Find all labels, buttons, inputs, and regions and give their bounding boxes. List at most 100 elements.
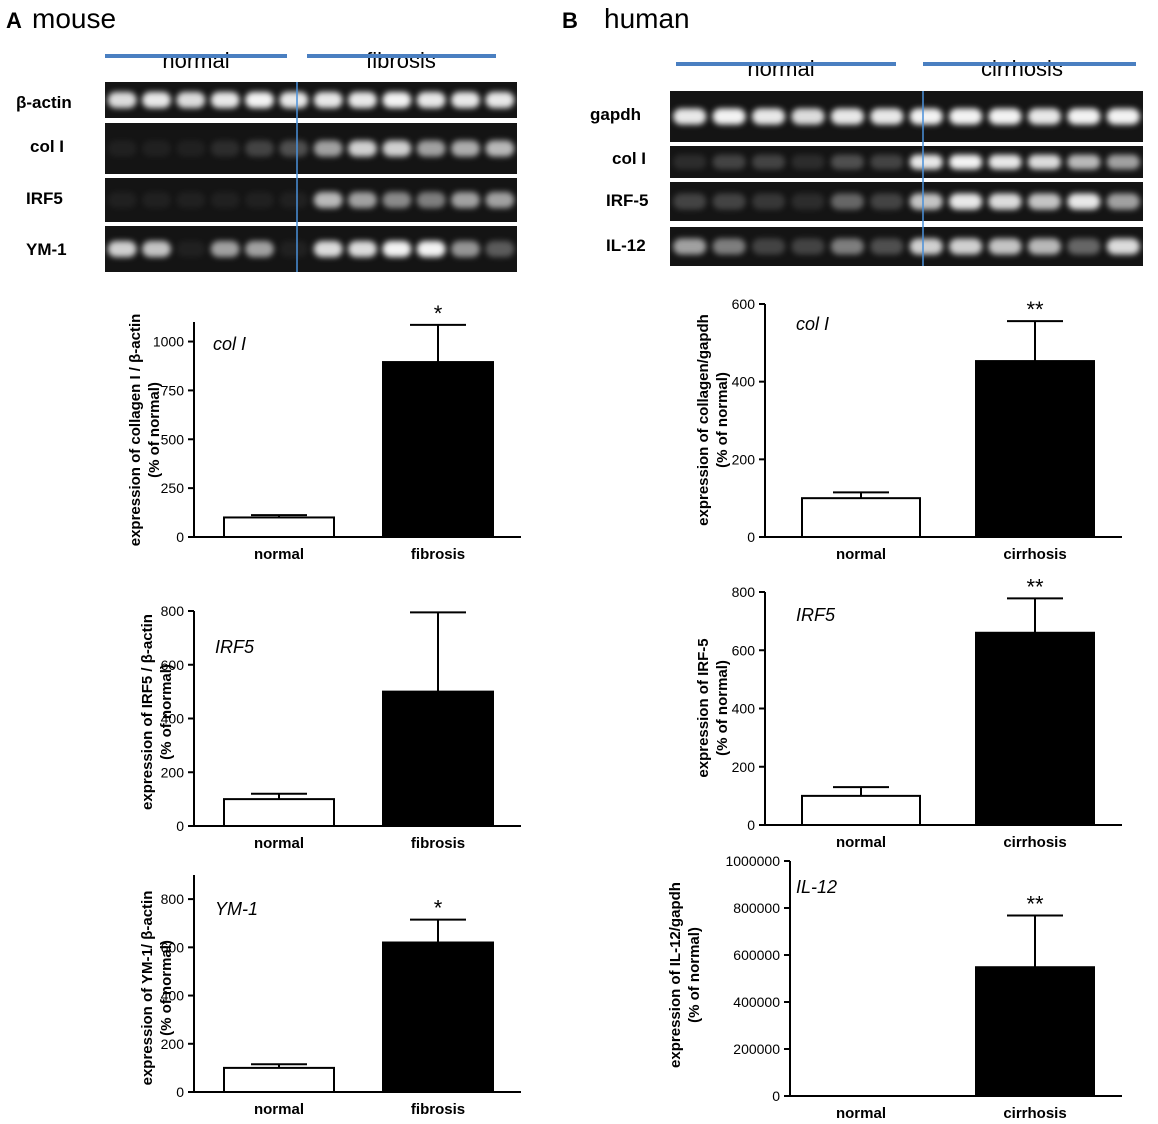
x-tick-label: cirrhosis	[1003, 1105, 1066, 1122]
blot-band	[830, 154, 864, 170]
blot-band	[416, 192, 446, 208]
y-tick-label: 200	[732, 759, 756, 775]
panel-b-letter: B	[562, 8, 578, 33]
y-tick-label: 400	[161, 711, 185, 727]
chart-annotation: YM-1	[215, 899, 258, 919]
blot-band	[107, 241, 137, 257]
bar	[223, 1066, 335, 1094]
blot-band	[830, 108, 864, 125]
blot-band	[673, 193, 707, 210]
blot-band	[176, 92, 206, 108]
y-axis-label: expression of IRF-5 (% of normal)	[695, 638, 731, 777]
bar	[223, 798, 335, 827]
blot-band	[870, 193, 904, 210]
blot-band	[673, 108, 707, 125]
blot-row-label: IL-12	[606, 236, 646, 255]
chart-annotation: IL-12	[796, 877, 837, 897]
blot-band	[751, 154, 786, 170]
x-tick-label: fibrosis	[411, 546, 465, 563]
y-tick-label: 0	[747, 529, 755, 545]
blot-band	[313, 241, 343, 257]
chart-human-col-i: 0 200 400 600 normal ** cirrhosis col I expressi…	[695, 296, 1122, 563]
x-tick-label: cirrhosis	[1003, 834, 1066, 851]
x-tick-label: normal	[254, 546, 304, 563]
y-tick-label: 400000	[733, 994, 780, 1010]
blot-band	[451, 140, 480, 157]
blot-band	[830, 193, 864, 210]
y-axis-label-line: (% of normal)	[686, 927, 703, 1023]
blot-band	[485, 192, 515, 208]
y-axis-label-line: (% of normal)	[714, 660, 731, 756]
blot-group-label: normal	[162, 48, 229, 73]
panel-a-letter: A	[6, 8, 22, 33]
panel-b-header: B human	[562, 3, 690, 34]
y-tick-label: 600	[161, 939, 185, 955]
blot-band	[751, 238, 786, 255]
blot-band	[712, 238, 746, 255]
y-tick-label: 200	[161, 764, 185, 780]
blot-band	[1106, 193, 1140, 210]
significance-marker: **	[1026, 574, 1044, 599]
y-axis-label-line: expression of collagen I / β-actin	[127, 314, 144, 547]
blot-row-label: col I	[612, 149, 646, 168]
y-axis-label-line: (% of normal)	[146, 382, 163, 478]
bar	[382, 941, 494, 1093]
blot-band	[1027, 154, 1062, 170]
blot-band	[176, 241, 206, 257]
x-tick-label: cirrhosis	[1003, 546, 1066, 563]
blot-strip	[670, 146, 1143, 178]
blot-band	[988, 154, 1022, 170]
y-axis-label-line: expression of IRF5 / β-actin	[139, 614, 156, 810]
x-tick-label: normal	[836, 546, 886, 563]
blot-band	[107, 92, 137, 108]
blot-band	[712, 193, 746, 210]
blot-band	[416, 241, 446, 257]
blot-strip	[670, 227, 1143, 266]
y-axis-label-line: expression of IRF-5	[695, 638, 712, 777]
blot-row-label: col I	[30, 137, 64, 156]
blot-band	[909, 193, 943, 210]
blot-mouse: normal fibrosis β-actin col I IRF5 YM-1	[16, 48, 517, 272]
blot-band	[870, 238, 904, 255]
y-tick-label: 400	[161, 988, 185, 1004]
blot-band	[1106, 238, 1140, 255]
blot-band	[791, 154, 825, 170]
blot-strip	[670, 91, 1143, 142]
y-axis-label: expression of IRF5 / β-actin (% of normal…	[139, 614, 175, 810]
blot-group-bar	[307, 54, 496, 58]
blot-band	[1106, 154, 1140, 170]
blot-band	[313, 192, 343, 208]
blot-band	[673, 154, 707, 170]
x-tick-label: normal	[254, 1101, 304, 1118]
y-tick-label: 200	[161, 1036, 185, 1052]
blot-row-label: IRF-5	[606, 191, 649, 210]
blot-band	[485, 241, 515, 257]
y-tick-label: 0	[176, 1084, 184, 1100]
blot-band	[791, 193, 825, 210]
chart-human-irf5: 0 200 400 600 800 normal ** cirrhosis IRF5 expres…	[695, 574, 1122, 851]
y-tick-label: 600	[732, 642, 756, 658]
blot-band	[279, 140, 309, 157]
panel-a-header: A mouse	[6, 3, 116, 34]
blot-band	[1106, 108, 1140, 125]
panel-b-title: human	[604, 3, 690, 34]
bar	[801, 497, 921, 538]
blot-band	[176, 140, 206, 157]
chart-mouse-irf5: 0 200 400 600 800 normal fibrosis IRF5 expressio…	[139, 603, 521, 852]
significance-marker: *	[434, 896, 443, 921]
blot-band	[382, 140, 412, 157]
blot-band	[791, 238, 825, 255]
blot-band	[1027, 238, 1062, 255]
y-axis-label-line: (% of normal)	[158, 664, 175, 760]
blot-row-label: gapdh	[590, 105, 641, 124]
chart-annotation: IRF5	[215, 637, 255, 657]
y-tick-label: 400	[732, 374, 756, 390]
blot-band	[909, 108, 943, 125]
blot-strip	[670, 182, 1143, 221]
blot-band	[988, 193, 1022, 210]
x-tick-label: normal	[836, 1105, 886, 1122]
blot-group-bar	[105, 54, 287, 58]
y-tick-label: 1000000	[725, 853, 780, 869]
significance-marker: **	[1026, 892, 1044, 917]
